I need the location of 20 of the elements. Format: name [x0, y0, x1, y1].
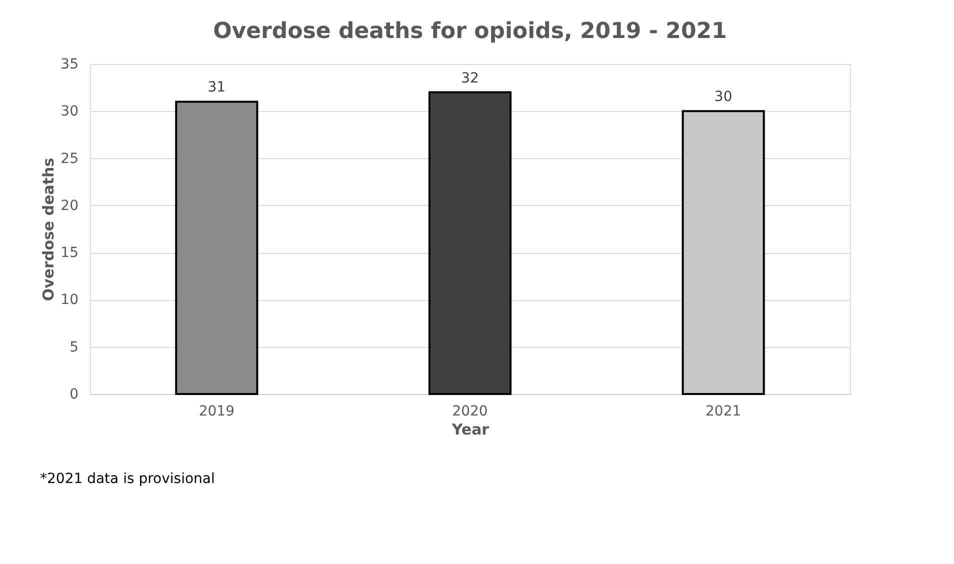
y-tick-label: 10	[60, 292, 78, 308]
x-tick-label: 2021	[706, 404, 742, 420]
y-tick-label: 35	[60, 56, 78, 72]
y-tick-label: 15	[60, 245, 78, 262]
bar	[175, 100, 258, 395]
y-tick-label: 20	[60, 198, 78, 214]
x-axis-title: Year	[450, 420, 490, 438]
y-tick-label: 0	[70, 386, 78, 402]
x-tick-label: 2019	[198, 404, 234, 420]
y-tick-label: 30	[60, 104, 78, 120]
chart-title: Overdose deaths for opioids, 2019 - 2021	[213, 19, 727, 44]
y-tick-label: 5	[70, 339, 78, 356]
y-tick-label: 25	[60, 150, 78, 167]
data-label: 32	[461, 70, 479, 86]
data-label: 30	[714, 89, 732, 106]
x-tick-label: 2020	[452, 404, 488, 420]
data-label: 31	[208, 80, 226, 96]
bar	[428, 91, 512, 395]
y-axis-title: Overdose deaths	[40, 158, 58, 302]
text: *2021 data is provisional	[40, 471, 215, 487]
